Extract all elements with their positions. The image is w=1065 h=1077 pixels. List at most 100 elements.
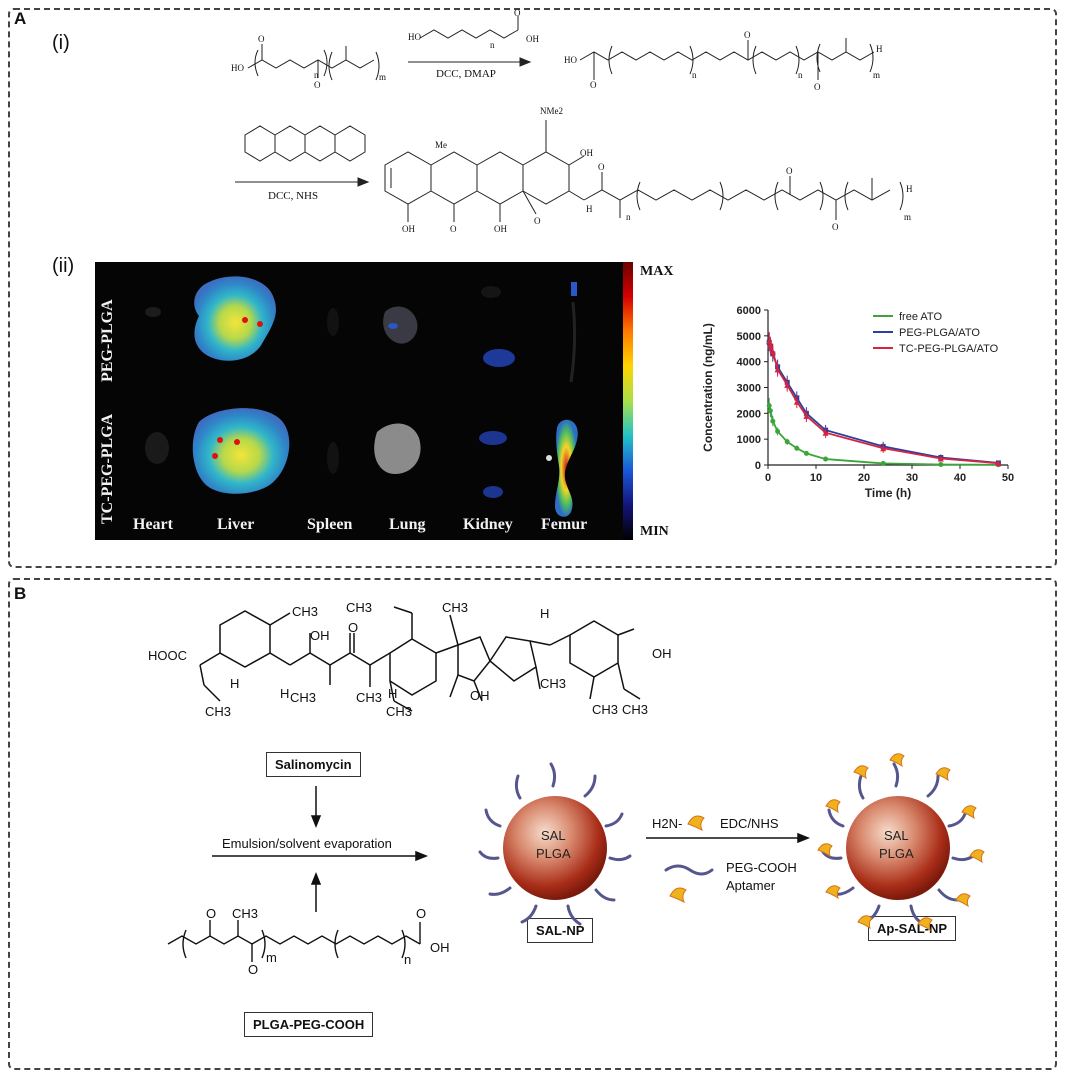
lung-tc-peg-plga — [374, 423, 421, 474]
legend-label-1: PEG-PLGA/ATO — [899, 327, 980, 339]
reagent-ho: HO — [408, 32, 421, 42]
plga-n: n — [404, 952, 412, 967]
reagent-h2n-label: H2N- — [652, 816, 683, 831]
liver-peg-plga — [194, 276, 276, 361]
plga-o-1: O — [206, 906, 217, 921]
tc-h: H — [586, 204, 593, 214]
reactant-o-2: O — [314, 80, 321, 90]
plga-reactant-chain — [247, 59, 375, 69]
sal-oh-2: OH — [470, 688, 490, 703]
colorbar-max-label: MAX — [640, 264, 674, 279]
ap-sal-np-label: Ap-SAL-NP — [868, 916, 957, 941]
sal-ch3-8: CH3 — [540, 676, 567, 691]
legend-label-0: free ATO — [899, 311, 942, 323]
data-point — [803, 450, 809, 456]
product1-m: m — [873, 70, 881, 80]
product1-o-1: O — [590, 80, 597, 90]
sal-h-1: H — [230, 676, 240, 691]
organ-label-femur: Femur — [541, 516, 588, 533]
reactant-ho: HO — [231, 63, 244, 73]
tc-o-1: O — [450, 224, 457, 234]
data-point — [767, 341, 774, 348]
reaction-scheme — [235, 16, 904, 222]
data-point — [822, 429, 829, 436]
data-point — [794, 445, 800, 451]
y-tick-label: 3000 — [737, 383, 761, 395]
reactant-m: m — [379, 72, 387, 82]
plga-peg-cooh-product — [579, 51, 875, 61]
reagent-edc-label: EDC/NHS — [720, 816, 779, 831]
y-tick-label: 4000 — [737, 357, 761, 369]
fluorescence-image: PEG-PLGA TC-PEG-PLGA Heart Liver Spleen … — [95, 262, 633, 540]
colorbar-min-label: MIN — [640, 524, 669, 539]
reagent-o: O — [514, 8, 521, 18]
ap-sal-np-text-plga: PLGA — [879, 846, 914, 861]
tc-m: m — [904, 212, 912, 222]
data-point — [937, 455, 944, 462]
organ-label-spleen: Spleen — [307, 516, 353, 533]
sal-h-3: H — [388, 686, 398, 701]
tc-n: n — [626, 212, 631, 222]
kidney-peg-plga — [483, 349, 515, 367]
plga-o-3: O — [416, 906, 427, 921]
x-axis-label: Time (h) — [865, 486, 911, 500]
ap-sal-np-text-sal: SAL — [884, 828, 909, 843]
data-point — [793, 398, 800, 405]
plga-peg-cooh-label: PLGA-PEG-COOH — [244, 1012, 374, 1037]
salinomycin-structure — [199, 606, 641, 712]
product1-h: H — [876, 44, 883, 54]
tc-oh-2: OH — [402, 224, 415, 234]
x-tick-label: 10 — [810, 472, 822, 484]
data-point — [769, 348, 776, 355]
x-tick-label: 20 — [858, 472, 870, 484]
panel-a — [8, 8, 1057, 568]
data-point — [775, 428, 781, 434]
y-tick-label: 5000 — [737, 331, 761, 343]
data-point — [823, 456, 829, 462]
product1-o-3: O — [814, 82, 821, 92]
sal-ch3-10: CH3 — [622, 702, 649, 717]
sal-ch3-3: CH3 — [346, 600, 373, 615]
emulsion-label: Emulsion/solvent evaporation — [222, 836, 392, 851]
x-tick-label: 0 — [765, 472, 771, 484]
sal-np-particle — [478, 762, 632, 926]
data-point — [784, 439, 790, 445]
data-point — [938, 461, 944, 467]
tc-oh-1: OH — [580, 148, 593, 158]
aptamer-legend-icon — [669, 887, 687, 904]
femur-tc-peg-plga — [555, 419, 578, 517]
y-tick-label: 0 — [755, 460, 761, 472]
legend-peg-cooh-label: PEG-COOH — [726, 860, 797, 875]
reagent-oh: OH — [526, 34, 539, 44]
sal-h-2: H — [280, 686, 290, 701]
legend-label-2: TC-PEG-PLGA/ATO — [899, 343, 999, 355]
sal-ch3-9: CH3 — [592, 702, 619, 717]
step1-reagents: DCC, DMAP — [436, 68, 496, 80]
sal-ch3-1: CH3 — [292, 604, 319, 619]
tc-h-end: H — [906, 184, 913, 194]
y-tick-label: 6000 — [737, 305, 761, 317]
panel-a-label: A — [14, 9, 27, 28]
data-point — [995, 460, 1002, 467]
plga-oh: OH — [430, 940, 450, 955]
sal-ch3-5: CH3 — [290, 690, 317, 705]
data-point — [803, 412, 810, 419]
organ-label-kidney: Kidney — [463, 516, 513, 533]
ap-sal-np-particle — [817, 753, 985, 932]
data-point — [767, 408, 773, 414]
sal-np-label: SAL-NP — [527, 918, 594, 943]
product1-o-2: O — [744, 30, 751, 40]
data-point — [774, 366, 781, 373]
liver-tc-peg-plga — [192, 408, 290, 494]
data-point — [880, 460, 886, 466]
x-tick-label: 40 — [954, 472, 966, 484]
tc-o-5: O — [832, 222, 839, 232]
sal-ch3-4: CH3 — [442, 600, 469, 615]
panel-b — [8, 578, 1057, 1070]
product1-ho: HO — [564, 55, 577, 65]
lung-peg-plga — [383, 306, 418, 344]
sal-ch3-2: CH3 — [205, 704, 232, 719]
subpanel-ii-label: (ii) — [52, 255, 75, 277]
